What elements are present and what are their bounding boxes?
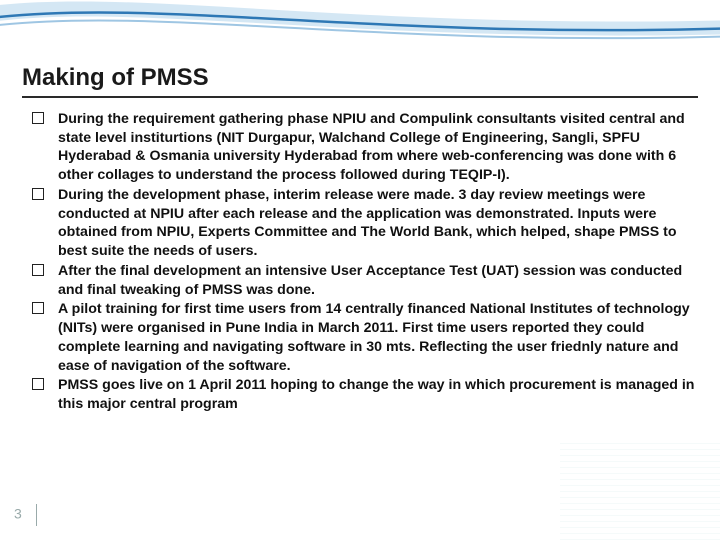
square-bullet-icon [32, 378, 44, 390]
page-number: 3 [14, 504, 37, 526]
list-item: After the final development an intensive… [30, 262, 698, 299]
bullet-text: PMSS goes live on 1 April 2011 hoping to… [58, 377, 694, 412]
bullet-text: After the final development an intensive… [58, 263, 682, 298]
page-number-value: 3 [14, 506, 22, 522]
title-region: Making of PMSS [22, 64, 698, 98]
square-bullet-icon [32, 188, 44, 200]
page-number-separator [36, 504, 37, 526]
corner-lined-texture [560, 440, 720, 540]
swoosh-line-main [0, 13, 720, 31]
bullet-text: During the requirement gathering phase N… [58, 111, 685, 183]
bullet-list: During the requirement gathering phase N… [30, 110, 698, 414]
body-content: During the requirement gathering phase N… [30, 110, 698, 415]
bullet-text: During the development phase, interim re… [58, 187, 677, 259]
square-bullet-icon [32, 264, 44, 276]
list-item: During the requirement gathering phase N… [30, 110, 698, 185]
swoosh-line-light [0, 21, 720, 39]
header-swoosh-decoration [0, 0, 720, 60]
list-item: During the development phase, interim re… [30, 186, 698, 261]
bullet-text: A pilot training for first time users fr… [58, 301, 690, 373]
slide-title: Making of PMSS [22, 64, 698, 94]
list-item: PMSS goes live on 1 April 2011 hoping to… [30, 376, 698, 413]
title-underline [22, 96, 698, 98]
square-bullet-icon [32, 302, 44, 314]
list-item: A pilot training for first time users fr… [30, 300, 698, 375]
swoosh-band [0, 1, 720, 35]
square-bullet-icon [32, 112, 44, 124]
